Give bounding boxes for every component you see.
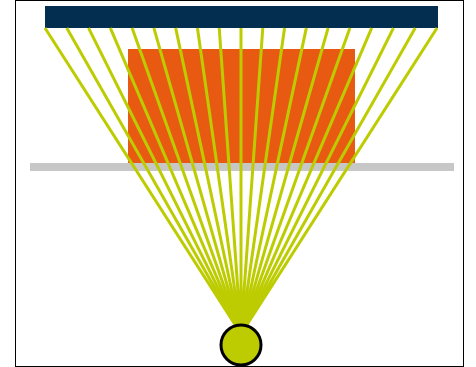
ray-line [239,27,439,335]
ray-line [108,27,243,335]
ray-line [152,27,243,335]
ray-line [239,27,352,335]
source-circle [219,323,263,367]
ray-line [195,27,243,335]
ray-line [43,27,243,335]
top-bar [45,6,438,28]
ray-line [239,27,265,335]
ray-line [239,27,374,335]
ray-line [239,27,287,335]
ray-line [239,27,417,335]
ray-line [239,27,395,335]
ray-line [217,27,243,335]
ray-line [239,27,330,335]
ray-line [239,27,308,335]
ray-line [87,27,243,335]
ray-fan [43,27,439,335]
ray-line [65,27,243,335]
ray-line [130,27,243,335]
ray-line [174,27,243,335]
